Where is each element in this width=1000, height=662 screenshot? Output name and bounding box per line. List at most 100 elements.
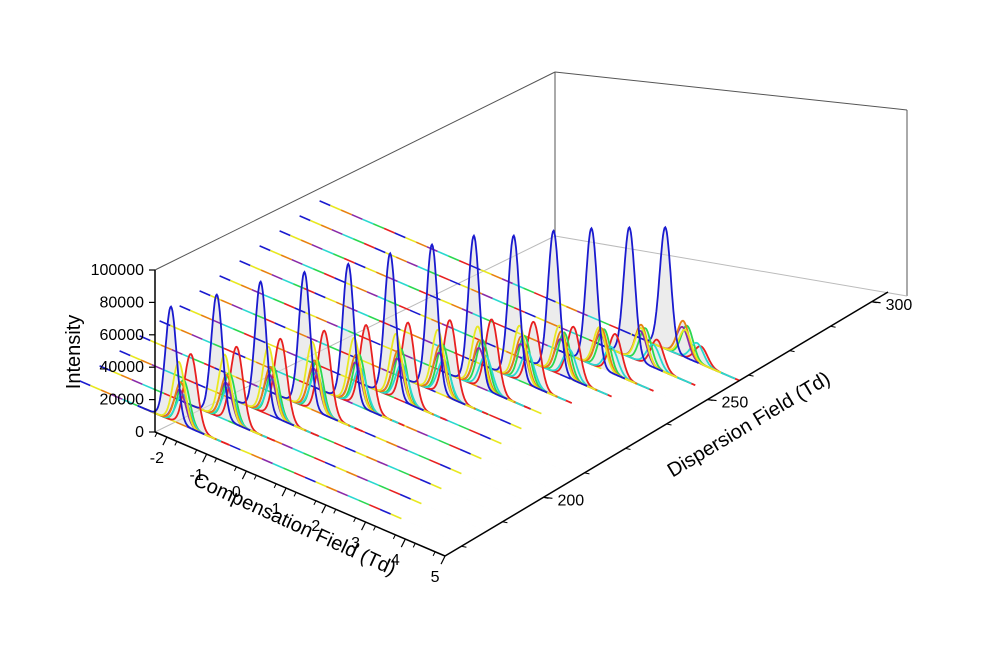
- baseline-dash: [488, 414, 501, 421]
- baseline-dash: [271, 273, 283, 281]
- baseline-dash: [169, 324, 182, 331]
- baseline-dash: [476, 385, 489, 392]
- baseline-dash: [426, 246, 438, 253]
- baseline-dash: [492, 297, 504, 304]
- baseline-dash: [325, 485, 338, 492]
- baseline-dash: [448, 444, 461, 451]
- baseline-dash: [304, 476, 316, 483]
- series-curve: [183, 293, 251, 432]
- x-axis-ticks: -2 -1 0 1 2 3 4 5: [150, 432, 446, 586]
- baseline-dash: [254, 337, 266, 344]
- series-curve: [398, 242, 466, 406]
- series-curve: [605, 327, 678, 379]
- baseline-dash: [368, 504, 381, 511]
- baseline-dash: [619, 328, 632, 335]
- baseline-dash: [388, 489, 401, 496]
- baseline-dash: [501, 278, 514, 285]
- baseline-dash: [362, 218, 374, 225]
- baseline-dash: [229, 444, 241, 451]
- baseline-dash: [419, 478, 432, 485]
- baseline-dash: [356, 475, 369, 482]
- baseline-dash: [293, 471, 306, 479]
- baseline-dash: [364, 431, 376, 438]
- y-minor-tick: [871, 301, 877, 304]
- z-tick-label: 80000: [100, 294, 145, 311]
- baseline-dash: [315, 481, 327, 488]
- z-axis-title: Intensity: [63, 315, 85, 389]
- baseline-dash: [303, 287, 316, 294]
- spectrum-slice: [139, 270, 462, 475]
- series-curve: [614, 343, 692, 385]
- baseline-dash: [504, 326, 516, 333]
- baseline-dash: [151, 363, 163, 371]
- x-minor-tick: [174, 441, 178, 446]
- x-minor-tick: [194, 449, 198, 455]
- baseline-dash: [283, 302, 296, 309]
- baseline-dash: [262, 293, 274, 300]
- x-tick: [202, 453, 208, 463]
- x-tick: [241, 470, 247, 480]
- baseline-dash: [319, 200, 331, 207]
- x-minor-tick: [214, 458, 218, 463]
- baseline-dash: [334, 277, 346, 284]
- baseline-dash: [192, 358, 205, 365]
- baseline-dash: [314, 292, 326, 299]
- baseline-dash: [415, 241, 428, 248]
- spectra-layer: [79, 200, 740, 520]
- series-curve: [631, 225, 699, 364]
- baseline-dash: [242, 308, 254, 315]
- baseline-dash: [183, 377, 196, 384]
- baseline-dash: [363, 242, 376, 249]
- baseline-dash: [407, 285, 420, 292]
- baseline-dash: [139, 335, 151, 342]
- baseline-dash: [318, 364, 331, 371]
- baseline-dash: [354, 262, 366, 269]
- x-tick: [440, 555, 446, 565]
- baseline-dash: [119, 350, 131, 357]
- baseline-dash: [376, 460, 389, 467]
- x-tick-label: 5: [431, 569, 440, 586]
- baseline-dash: [163, 392, 176, 399]
- baseline-dash: [365, 455, 378, 462]
- baseline-dash: [326, 321, 338, 328]
- baseline-dash: [300, 239, 313, 246]
- series-curve: [557, 226, 626, 380]
- x-minor-tick: [293, 492, 297, 497]
- baseline-dash: [255, 361, 268, 368]
- baseline-dash: [374, 247, 386, 254]
- x-tick-label: -2: [150, 450, 164, 467]
- baseline-dash: [481, 293, 494, 300]
- baseline-dash: [109, 369, 122, 376]
- baseline-dash: [417, 265, 429, 272]
- baseline-dash: [405, 425, 418, 432]
- baseline-dash: [252, 313, 265, 320]
- baseline-dash: [313, 456, 326, 464]
- baseline-dash: [440, 299, 452, 306]
- baseline-dash: [329, 204, 342, 211]
- x-tick: [281, 487, 287, 497]
- baseline-dash: [283, 467, 295, 474]
- baseline-dash: [468, 429, 481, 436]
- baseline-dash: [533, 291, 546, 299]
- baseline-dash: [317, 340, 329, 347]
- spectrum-slice: [79, 305, 402, 520]
- baseline-dash: [315, 316, 328, 323]
- x-tick: [321, 504, 327, 514]
- y-minor-tick: [461, 545, 467, 548]
- baseline-dash: [469, 264, 481, 271]
- baseline-dash: [398, 304, 411, 311]
- baseline-dash: [400, 329, 412, 336]
- baseline-dash: [365, 266, 377, 273]
- y-minor-tick: [707, 399, 713, 402]
- baseline-dash: [510, 423, 522, 430]
- baseline-dash: [378, 484, 390, 491]
- z-axis-ticks: 0 20000 40000 60000 80000 100000: [91, 262, 155, 441]
- baseline-dash: [608, 324, 621, 331]
- baseline-dash: [231, 303, 243, 311]
- baseline-dash: [369, 339, 381, 346]
- y-minor-tick: [543, 496, 549, 499]
- spectrum-slice: [199, 242, 522, 430]
- baseline-dash: [281, 443, 294, 450]
- y-axis-title: Dispersion Field (Td): [664, 368, 834, 482]
- baseline-dash: [398, 469, 410, 476]
